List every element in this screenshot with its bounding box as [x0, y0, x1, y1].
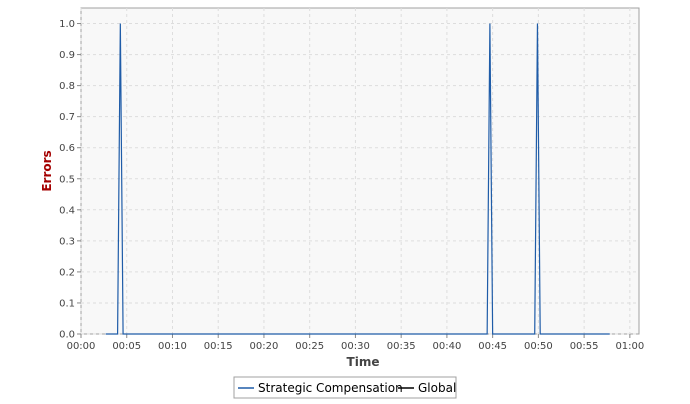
y-tick-label: 0.3 — [59, 236, 75, 247]
x-tick-label: 00:25 — [295, 341, 324, 352]
x-axis: 00:00 00:05 00:10 00:15 00:20 00:25 00:30 00:35… — [67, 334, 644, 352]
y-tick-label: 0.7 — [59, 112, 75, 123]
legend-label-strategic-compensation: Strategic Compensation — [258, 381, 403, 395]
x-tick-label: 00:15 — [204, 341, 233, 352]
y-tick-label: 0.2 — [59, 267, 75, 278]
x-tick-label: 00:55 — [570, 341, 599, 352]
x-tick-label: 00:10 — [158, 341, 187, 352]
y-tick-label: 0.4 — [59, 205, 75, 216]
x-tick-label: 00:40 — [432, 341, 461, 352]
y-tick-label: 0.0 — [59, 330, 75, 341]
y-axis-title: Errors — [40, 150, 54, 191]
x-tick-label: 00:05 — [112, 341, 141, 352]
x-tick-label: 00:45 — [478, 341, 507, 352]
x-tick-label: 00:35 — [387, 341, 416, 352]
y-tick-label: 0.6 — [59, 143, 75, 154]
series-line-strategic-compensation — [105, 23, 610, 335]
x-tick-label: 00:50 — [524, 341, 553, 352]
y-tick-label: 0.1 — [59, 298, 75, 309]
y-tick-label: 0.8 — [59, 81, 75, 92]
x-axis-title: Time — [347, 355, 380, 369]
x-tick-label: 01:00 — [615, 341, 644, 352]
plot-area — [80, 7, 640, 335]
y-tick-label: 1.0 — [59, 19, 75, 30]
x-tick-label: 00:20 — [250, 341, 279, 352]
legend-label-global: Global — [418, 381, 456, 395]
series-lines — [105, 23, 610, 335]
x-tick-label: 00:00 — [67, 341, 96, 352]
y-axis: 0.0 0.1 0.2 0.3 0.4 0.5 0.6 0.7 0.8 0.9 1.0 — [59, 19, 81, 341]
y-tick-label: 0.9 — [59, 50, 75, 61]
x-tick-label: 00:30 — [341, 341, 370, 352]
legend-box — [233, 376, 457, 399]
y-tick-label: 0.5 — [59, 174, 75, 185]
legend: Strategic Compensation Global — [233, 376, 457, 399]
